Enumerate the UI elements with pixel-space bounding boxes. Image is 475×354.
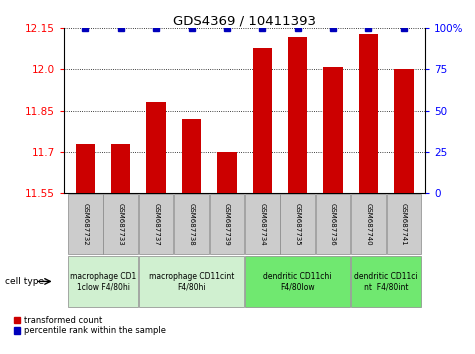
FancyBboxPatch shape	[209, 194, 244, 254]
FancyBboxPatch shape	[245, 194, 280, 254]
FancyBboxPatch shape	[245, 256, 351, 307]
Text: dendritic CD11chi
F4/80low: dendritic CD11chi F4/80low	[264, 272, 332, 291]
FancyBboxPatch shape	[139, 256, 244, 307]
Bar	[111, 143, 131, 193]
Text: GSM687734: GSM687734	[259, 202, 266, 245]
Text: GSM687740: GSM687740	[365, 202, 371, 245]
FancyBboxPatch shape	[351, 256, 421, 307]
FancyBboxPatch shape	[68, 194, 103, 254]
Legend: transformed count, percentile rank within the sample: transformed count, percentile rank withi…	[14, 316, 166, 335]
Text: GSM687736: GSM687736	[330, 202, 336, 245]
Bar	[182, 119, 201, 193]
Text: macrophage CD11cint
F4/80hi: macrophage CD11cint F4/80hi	[149, 272, 234, 291]
Text: GSM687737: GSM687737	[153, 202, 159, 245]
Bar	[359, 34, 378, 193]
Bar	[288, 36, 307, 193]
FancyBboxPatch shape	[280, 194, 315, 254]
Bar	[76, 143, 95, 193]
FancyBboxPatch shape	[351, 194, 386, 254]
Bar	[253, 47, 272, 193]
Bar	[217, 152, 237, 193]
Text: GSM687738: GSM687738	[189, 202, 195, 245]
Text: GSM687732: GSM687732	[82, 202, 88, 245]
Text: GSM687733: GSM687733	[118, 202, 124, 245]
Bar	[394, 69, 414, 193]
Bar	[323, 67, 343, 193]
Title: GDS4369 / 10411393: GDS4369 / 10411393	[173, 14, 316, 27]
FancyBboxPatch shape	[68, 256, 138, 307]
Text: cell type: cell type	[5, 277, 44, 286]
FancyBboxPatch shape	[174, 194, 209, 254]
FancyBboxPatch shape	[104, 194, 138, 254]
Text: macrophage CD1
1clow F4/80hi: macrophage CD1 1clow F4/80hi	[70, 272, 136, 291]
Bar	[146, 102, 166, 193]
Text: GSM687739: GSM687739	[224, 202, 230, 245]
FancyBboxPatch shape	[387, 194, 421, 254]
FancyBboxPatch shape	[139, 194, 173, 254]
Text: GSM687741: GSM687741	[401, 202, 407, 245]
Text: GSM687735: GSM687735	[294, 202, 301, 245]
FancyBboxPatch shape	[316, 194, 351, 254]
Text: dendritic CD11ci
nt  F4/80int: dendritic CD11ci nt F4/80int	[354, 272, 418, 291]
